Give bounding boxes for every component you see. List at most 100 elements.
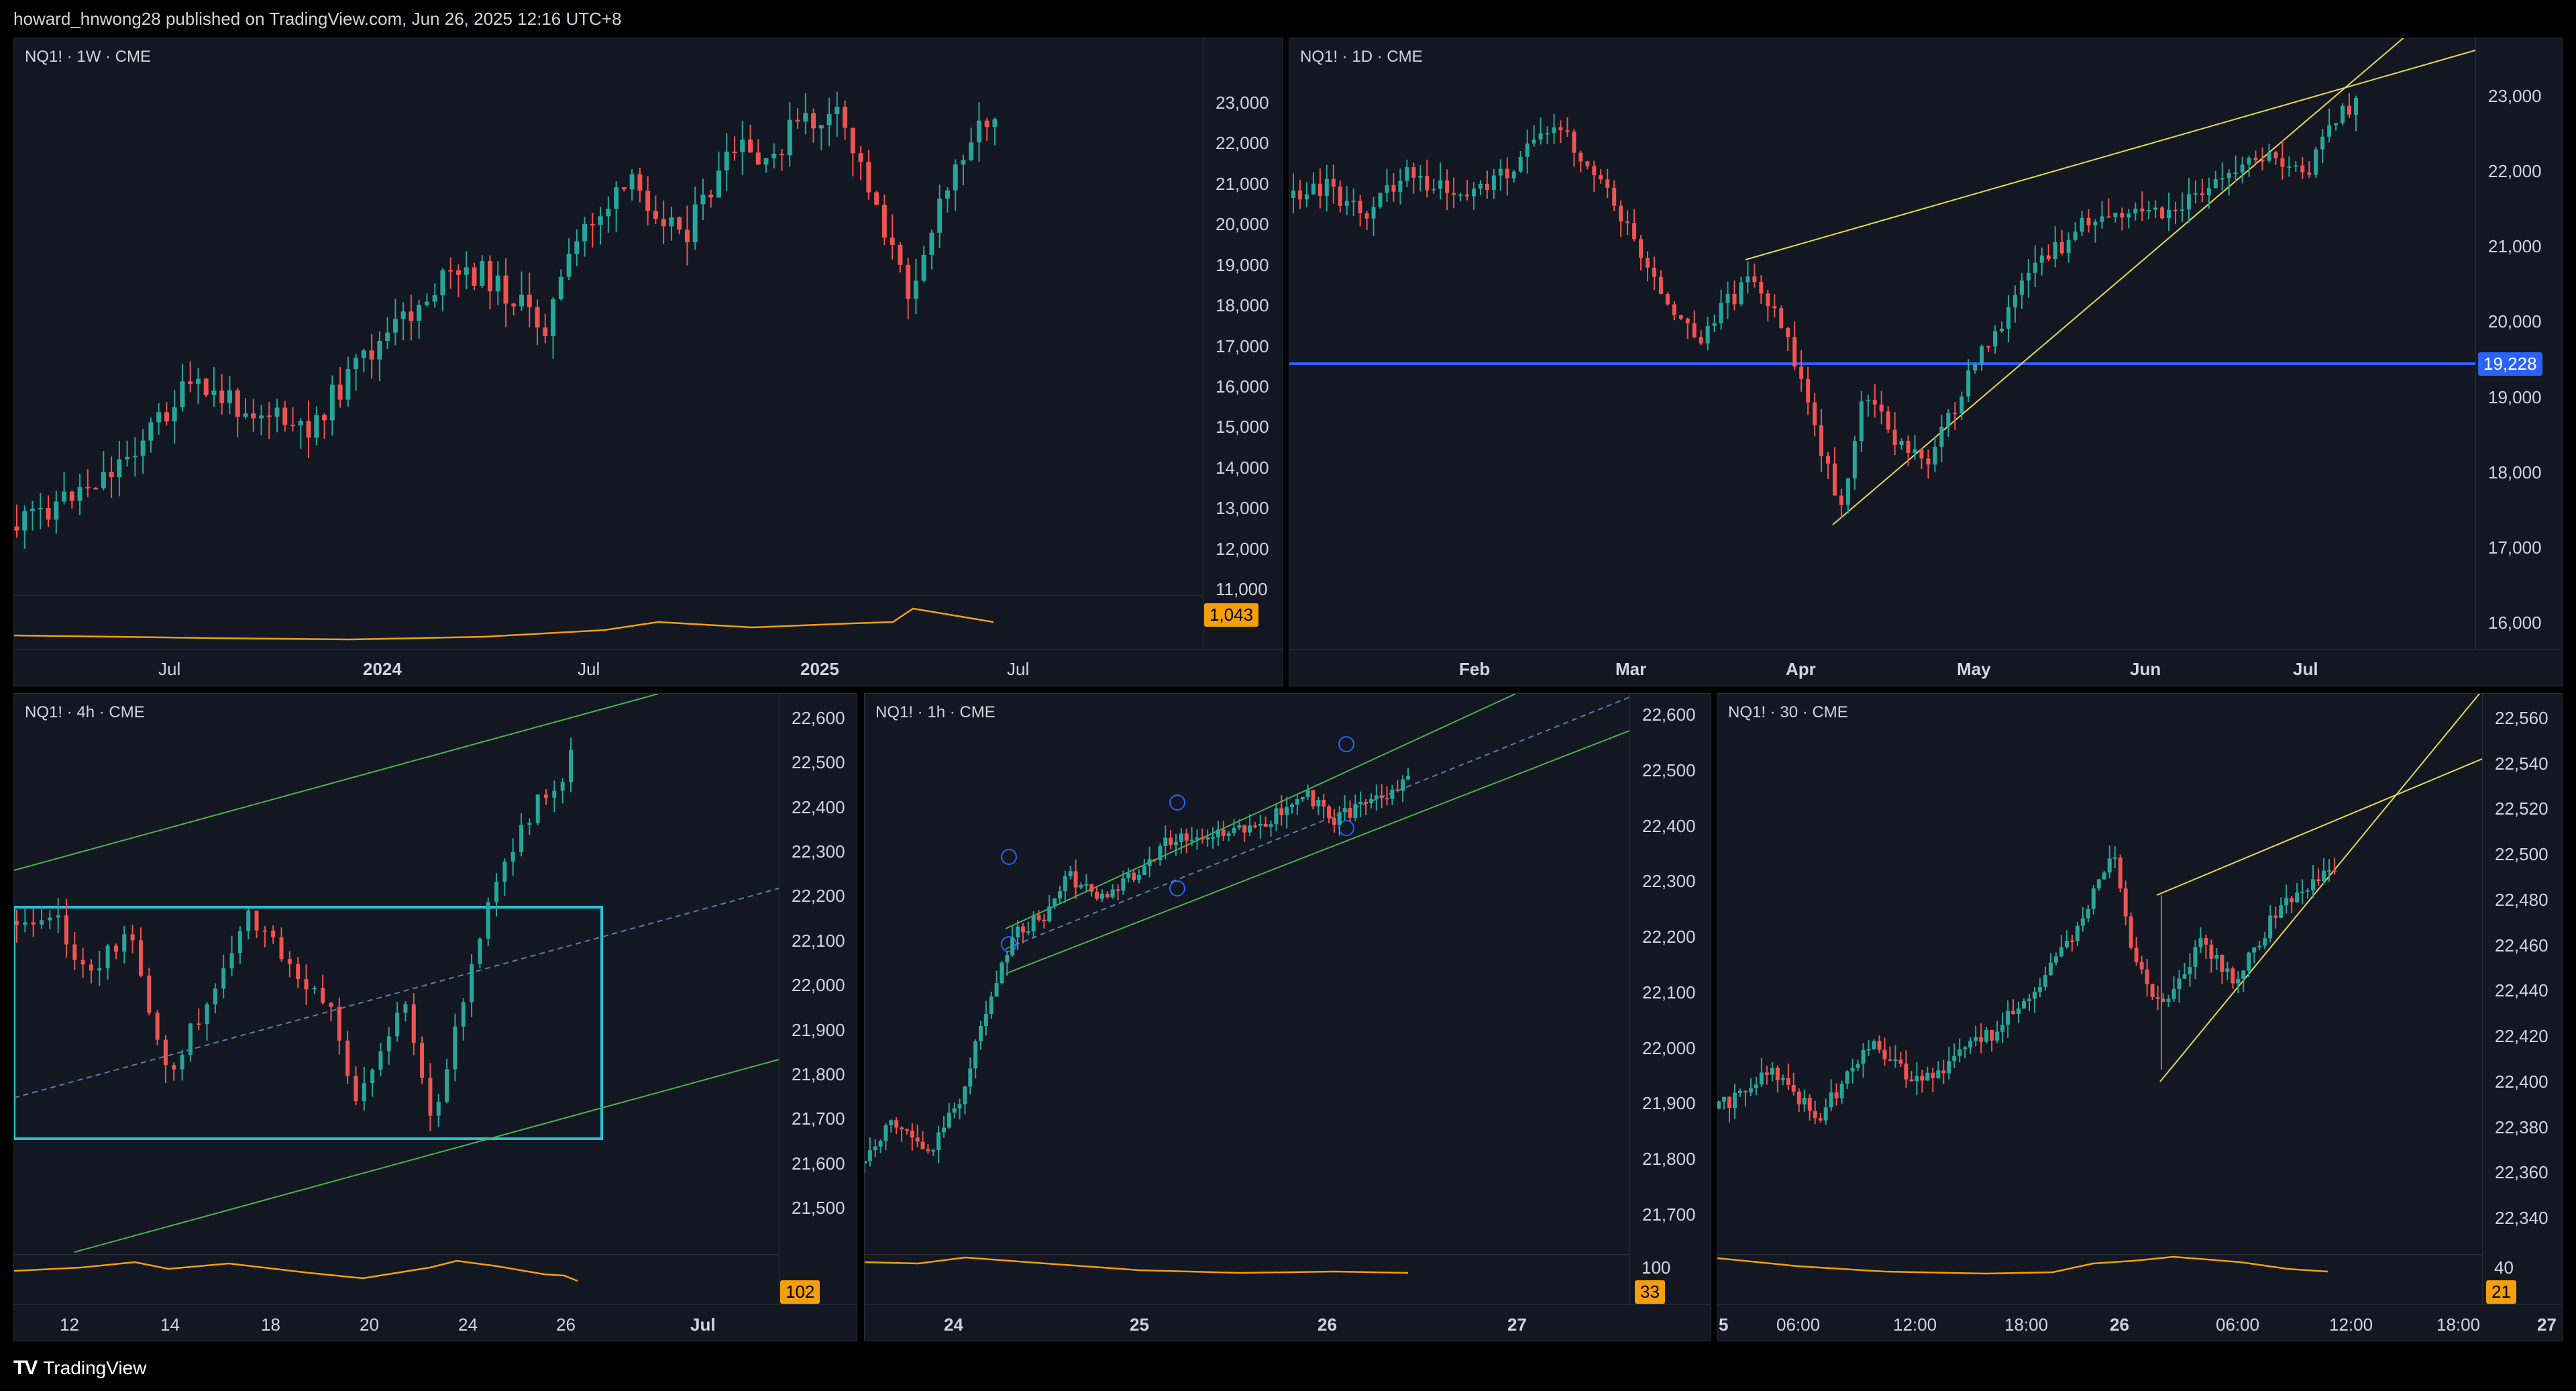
candle-body	[527, 295, 532, 307]
candle-body	[1057, 891, 1062, 898]
candle-body	[219, 391, 225, 403]
candle-body	[1121, 878, 1126, 891]
candle-body	[1727, 1096, 1731, 1109]
candle-body	[558, 276, 564, 299]
candlestick-series	[14, 91, 998, 549]
candle-body	[148, 422, 154, 441]
candle-body	[1592, 166, 1597, 176]
candle-body	[677, 217, 682, 230]
oscillator-30m	[1717, 1255, 2328, 1275]
price-tick: 20,000	[1216, 214, 1269, 235]
candle-body	[614, 187, 619, 209]
candle-body	[420, 1042, 425, 1078]
candle-body	[2032, 991, 2037, 999]
candle-body	[1525, 143, 1529, 157]
candle-body	[535, 307, 540, 327]
price-axis[interactable]: 22,560 22,540 22,520 22,500 22,480 22,460 22,4…	[2482, 694, 2562, 1304]
candle-body	[2123, 888, 2128, 917]
candle-body	[1802, 1098, 1807, 1104]
tradingview-footer[interactable]: TV TradingView	[0, 1345, 2576, 1391]
time-axis[interactable]: 5 06:00 12:00 18:00 26 06:00 12:00 18:00 27	[1717, 1304, 2562, 1341]
candle-body	[1552, 127, 1556, 134]
candle-body	[957, 1104, 962, 1109]
candle-body	[1173, 841, 1178, 845]
candle-body	[2059, 947, 2063, 957]
chart-panel-1h[interactable]: NQ1! · 1h · CME 22,600 22,500 22,400 22,300…	[864, 693, 1711, 1341]
candle-body	[2019, 280, 2024, 295]
time-tick: 18	[261, 1315, 280, 1335]
chart-panel-daily[interactable]: NQ1! · 1D · CME 23,000 22,000 21,000 20,000…	[1289, 38, 2563, 686]
candle-body	[835, 107, 840, 114]
candle-body	[229, 953, 234, 969]
candle-body	[1743, 1090, 1748, 1092]
candles-plot-daily[interactable]	[1289, 38, 2475, 649]
candle-body	[395, 1013, 400, 1037]
candle-body	[1000, 962, 1004, 984]
time-tick: 25	[1130, 1315, 1149, 1335]
candle-body	[440, 270, 445, 295]
candle-body	[2177, 978, 2182, 989]
candle-body	[203, 378, 209, 395]
candle-body	[826, 113, 832, 125]
oscillator-top-tick: 100	[1642, 1257, 1671, 1278]
time-axis[interactable]: 12 14 18 20 24 26 Jul	[14, 1304, 857, 1341]
time-axis[interactable]: 24 25 26 27	[865, 1304, 1711, 1341]
candle-body	[1452, 193, 1456, 195]
candle-body	[2284, 898, 2289, 906]
candle-body	[1371, 207, 1376, 219]
candle-body	[2193, 193, 2198, 195]
price-axis[interactable]: 22,600 22,500 22,400 22,300 22,200 22,100 22,0…	[779, 694, 857, 1304]
candle-body	[1304, 194, 1309, 200]
price-tick: 22,100	[792, 930, 845, 951]
candle-body	[1327, 807, 1332, 818]
oscillator-value-badge: 1,043	[1204, 603, 1259, 627]
time-tick: Apr	[1786, 659, 1816, 679]
candle-body	[2022, 1000, 2027, 1009]
candle-body	[755, 152, 761, 165]
candles-plot-weekly[interactable]	[14, 38, 1203, 595]
price-axis[interactable]: 23,000 22,000 21,000 20,000 19,000 18,000 17,0…	[2475, 38, 2562, 649]
price-tick: 22,500	[1642, 760, 1696, 780]
candle-body	[2006, 1011, 2010, 1025]
candle-body	[1374, 795, 1379, 799]
candle-body	[1511, 171, 1516, 178]
candle-body	[968, 1068, 973, 1087]
candle-body	[1799, 366, 1804, 379]
candles-plot-1h[interactable]	[865, 694, 1629, 1254]
candle-body	[511, 852, 515, 862]
time-axis[interactable]: Jul 2024 Jul 2025 Jul	[14, 649, 1283, 686]
candle-body	[1445, 180, 1450, 193]
candle-body	[2273, 915, 2278, 918]
time-axis[interactable]: Feb Mar Apr May Jun Jul	[1289, 649, 2562, 686]
candle-body	[2161, 998, 2165, 1002]
candle-body	[2053, 956, 2058, 963]
candle-body	[1465, 194, 1470, 197]
price-axis[interactable]: 23,000 22,000 21,000 20,000 19,000 18,000 17,0…	[1203, 38, 1283, 649]
candle-body	[850, 127, 855, 154]
candle-body	[243, 413, 248, 417]
candles-plot-4h[interactable]	[14, 694, 779, 1254]
time-tick: 24	[944, 1315, 963, 1335]
candle-body	[1089, 884, 1094, 892]
price-tick: 18,000	[2488, 462, 2542, 482]
candle-body	[1990, 1029, 1994, 1041]
chart-panel-30m[interactable]: NQ1! · 30 · CME 22,560 22,540 22,520 22,500…	[1717, 693, 2563, 1341]
candle-body	[1332, 817, 1336, 825]
chart-panel-weekly[interactable]: NQ1! · 1W · CME 23,000 22,000 21,000 20,000…	[13, 38, 1283, 686]
chart-panel-4h[interactable]: NQ1! · 4h · CME 22,600 22,500 22,400 22,300…	[13, 693, 857, 1341]
price-axis[interactable]: 22,600 22,500 22,400 22,300 22,200 22,100 22,0…	[1629, 694, 1711, 1304]
candle-body	[1010, 937, 1015, 956]
candles-plot-30m[interactable]	[1717, 694, 2482, 1254]
time-tick: 18:00	[2004, 1315, 2049, 1335]
candle-body	[1005, 955, 1010, 963]
candle-body	[904, 1129, 909, 1131]
candle-body	[392, 319, 398, 333]
candle-body	[2273, 152, 2278, 158]
candle-body	[85, 486, 91, 488]
candle-body	[1337, 812, 1342, 825]
candle-body	[1163, 837, 1168, 846]
candle-body	[1279, 808, 1284, 815]
candle-body	[566, 254, 572, 277]
candle-body	[266, 415, 272, 417]
price-tick: 12,000	[1216, 538, 1269, 559]
